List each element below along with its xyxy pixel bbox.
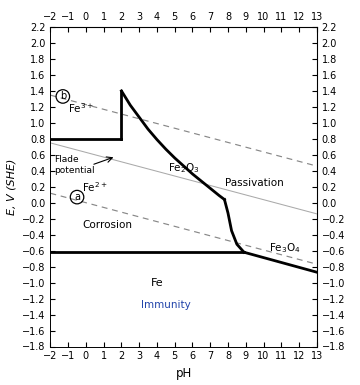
Y-axis label: E, V (SHE): E, V (SHE) xyxy=(6,159,17,215)
Text: Fe$^{2+}$: Fe$^{2+}$ xyxy=(82,180,108,194)
Text: Corrosion: Corrosion xyxy=(82,220,132,230)
Text: b: b xyxy=(60,92,66,102)
Text: Fe$_3$O$_4$: Fe$_3$O$_4$ xyxy=(269,241,301,255)
Text: Passivation: Passivation xyxy=(225,178,284,188)
Text: a: a xyxy=(74,192,80,202)
Text: Fe$^{3+}$: Fe$^{3+}$ xyxy=(68,102,94,115)
X-axis label: pH: pH xyxy=(175,367,192,380)
Text: Fe: Fe xyxy=(150,278,163,288)
Text: Fe$_2$O$_3$: Fe$_2$O$_3$ xyxy=(168,161,199,175)
Text: Flade
potential: Flade potential xyxy=(54,156,95,175)
Text: Immunity: Immunity xyxy=(141,300,191,310)
